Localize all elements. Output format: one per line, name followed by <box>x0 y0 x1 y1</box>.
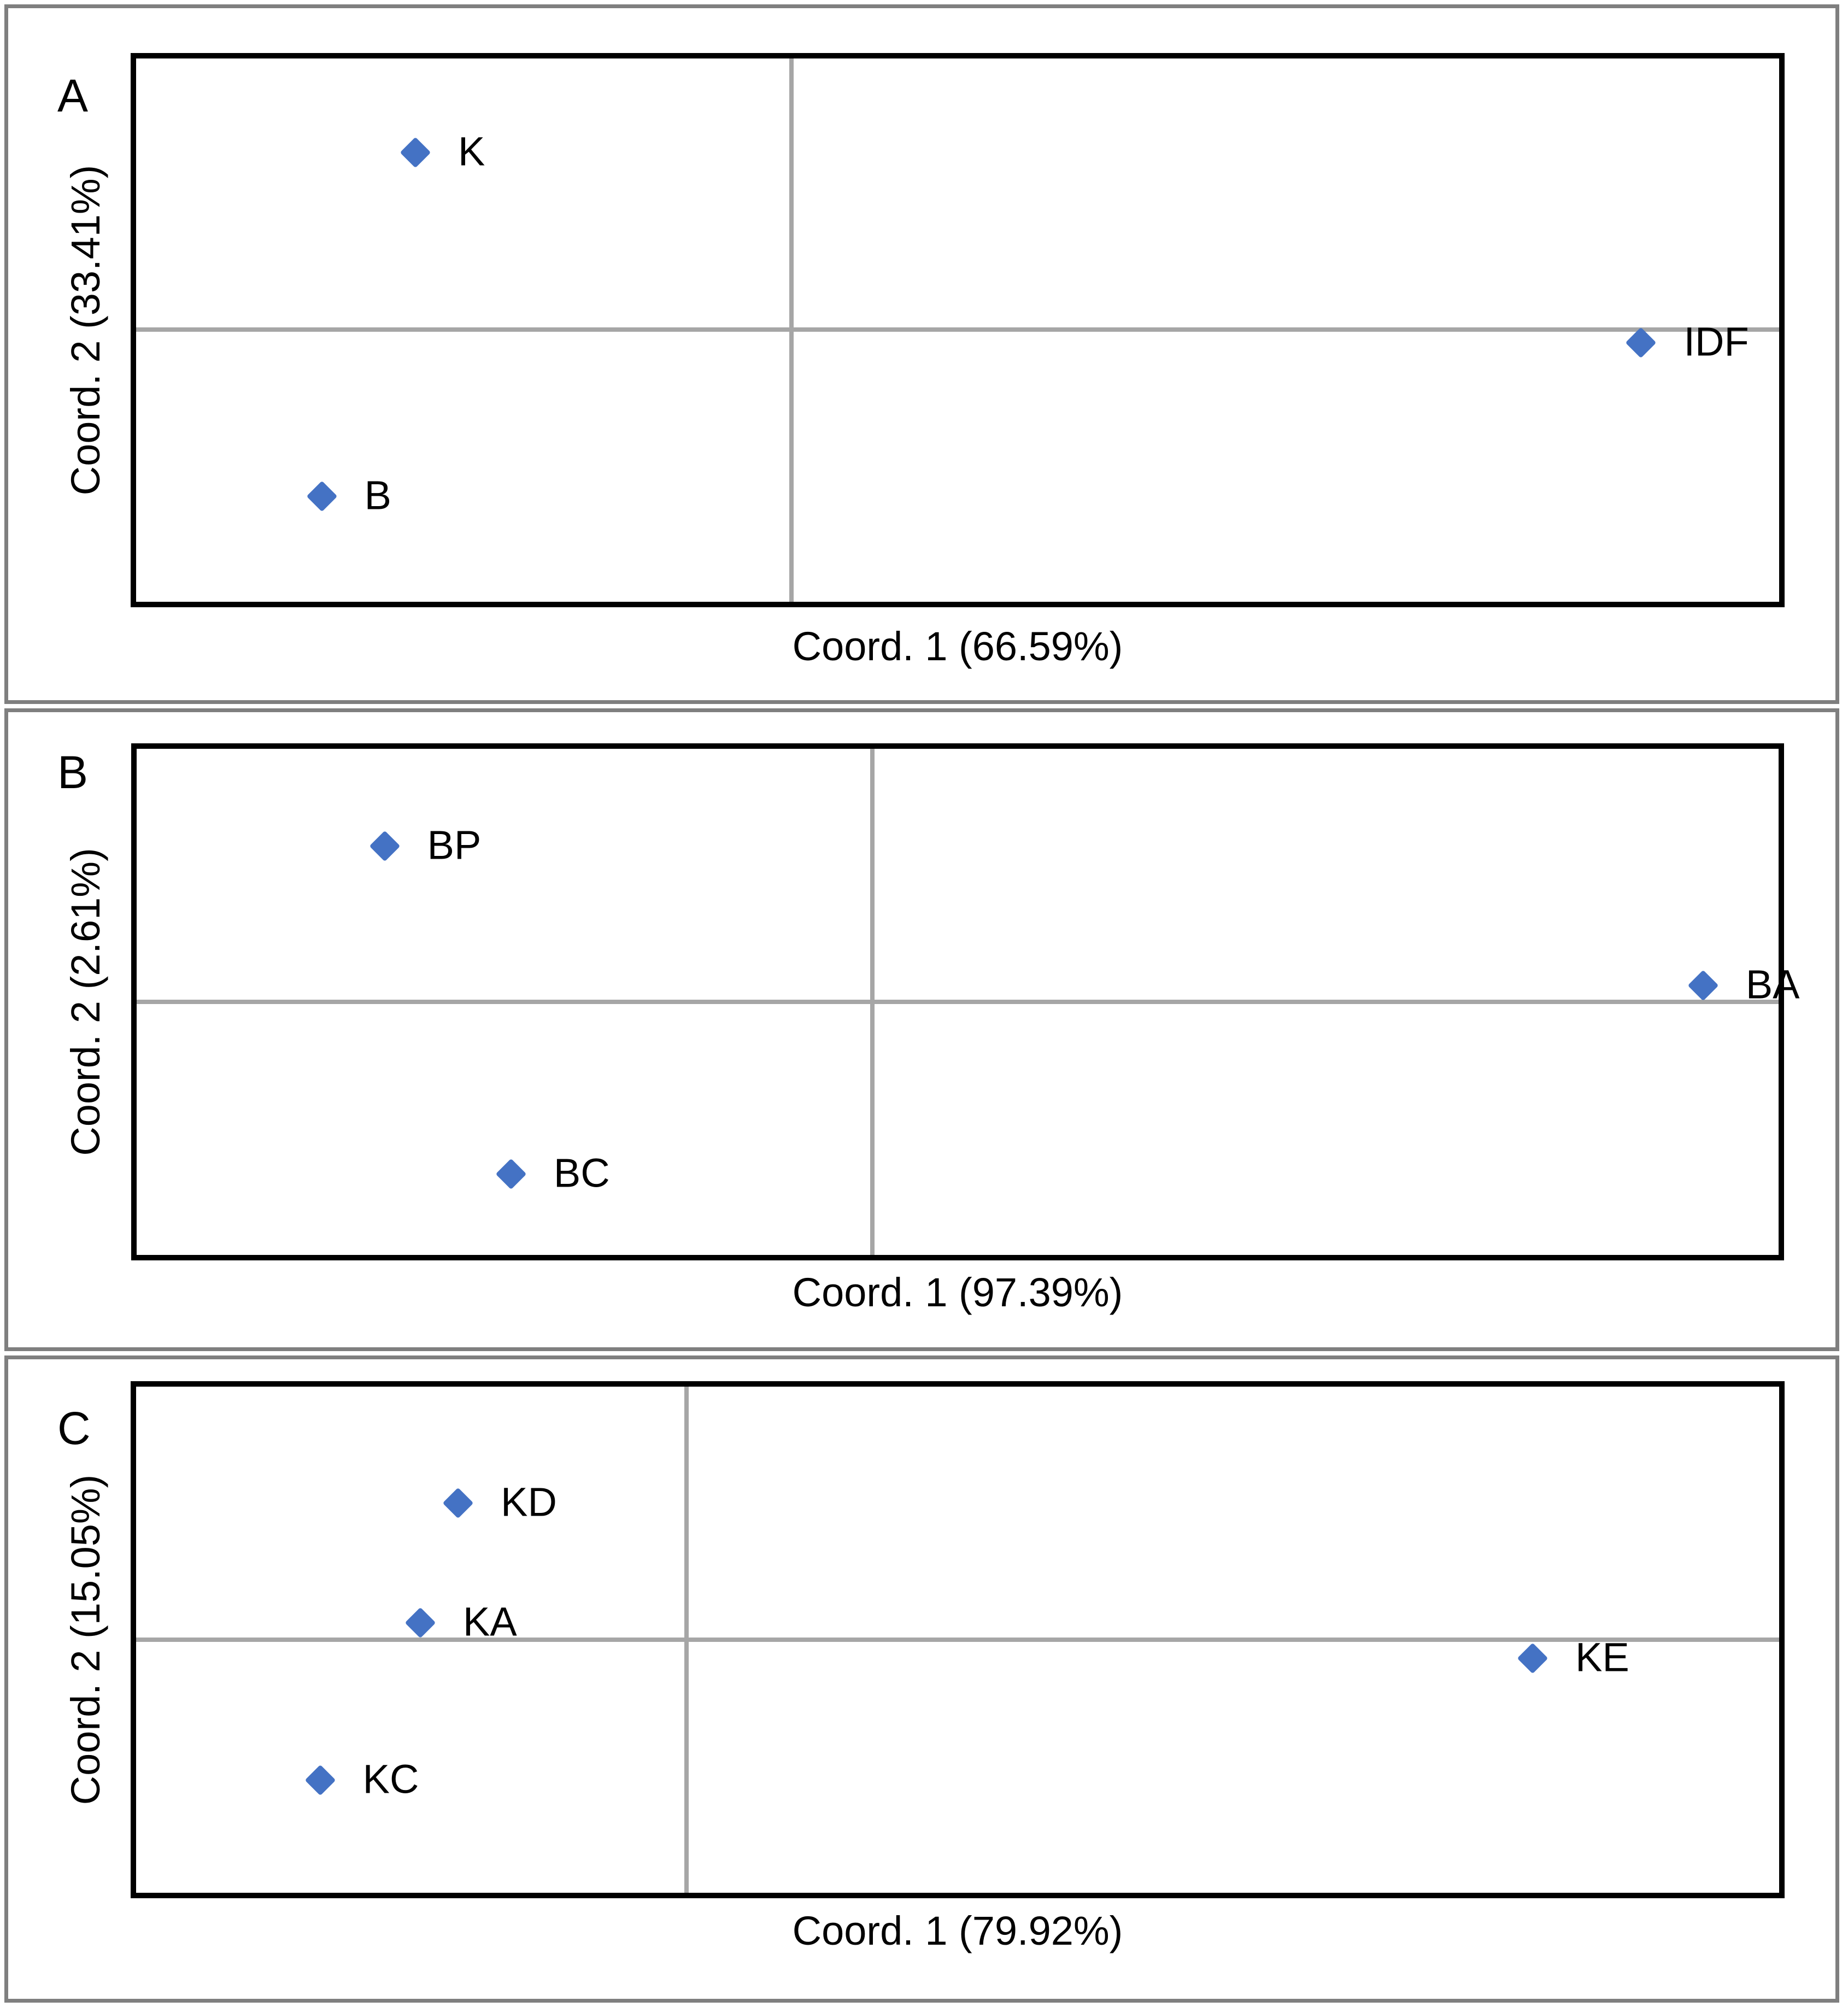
point-label: BP <box>427 822 482 868</box>
panel-a-letter: A <box>57 70 89 121</box>
panel-b: B Coord. 2 (2.61%) BP BC BA Coord. 1 (97.3… <box>4 708 1839 1351</box>
panel-c-x-axis-label: Coord. 1 (79.92%) <box>792 1908 1123 1953</box>
panel-a: A Coord. 2 (33.41%) K B IDF Coord. 1 (66.5… <box>4 4 1839 704</box>
panel-c-plot-area: KD KA KC KE <box>131 1381 1785 1898</box>
point-label: BC <box>553 1150 610 1196</box>
horizontal-gridline <box>136 327 1779 332</box>
diamond-marker-icon <box>306 480 337 512</box>
panel-b-y-axis-label: Coord. 2 (2.61%) <box>63 848 108 1156</box>
point-label: B <box>364 472 392 518</box>
point-label: K <box>458 128 485 174</box>
panel-a-plot-area: K B IDF <box>131 53 1785 607</box>
point-label: IDF <box>1683 319 1749 365</box>
panel-b-plot-area: BP BC BA <box>131 743 1800 1260</box>
panel-a-x-axis-label: Coord. 1 (66.59%) <box>792 624 1123 669</box>
panel-c-y-axis-label: Coord. 2 (15.05%) <box>63 1474 108 1805</box>
diamond-marker-icon <box>404 1607 436 1639</box>
point-label: KD <box>501 1479 557 1525</box>
panel-b-x-axis-label: Coord. 1 (97.39%) <box>792 1270 1123 1315</box>
diamond-marker-icon <box>1626 327 1657 359</box>
panel-a-y-axis-label: Coord. 2 (33.41%) <box>63 165 108 496</box>
diamond-marker-icon <box>495 1158 527 1190</box>
diamond-marker-icon <box>1517 1642 1548 1674</box>
panel-c: C Coord. 2 (15.05%) KD KA KC KE Coord. 1 (7… <box>4 1355 1839 2003</box>
diamond-marker-icon <box>442 1487 474 1519</box>
horizontal-gridline <box>137 1000 1779 1004</box>
diamond-marker-icon <box>369 830 400 862</box>
diamond-marker-icon <box>304 1765 336 1796</box>
panel-b-letter: B <box>57 747 89 798</box>
panel-c-letter: C <box>57 1402 91 1454</box>
horizontal-gridline <box>136 1638 1779 1642</box>
point-label: KE <box>1575 1634 1629 1680</box>
point-label: BA <box>1745 961 1800 1007</box>
diamond-marker-icon <box>400 137 431 168</box>
point-label: KA <box>463 1599 517 1645</box>
diamond-marker-icon <box>1687 970 1719 1001</box>
point-label: KC <box>362 1756 419 1802</box>
